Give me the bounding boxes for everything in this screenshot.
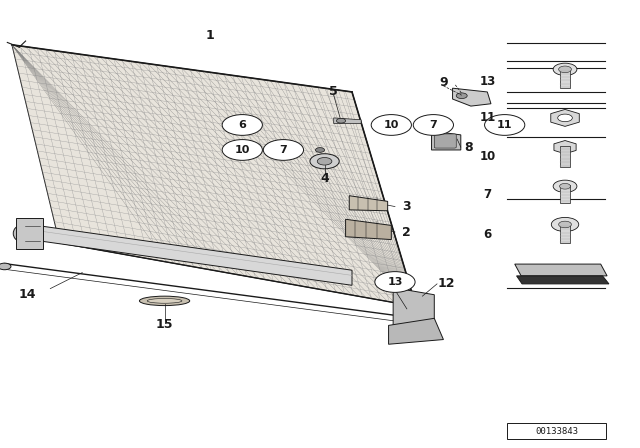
FancyBboxPatch shape (435, 134, 456, 148)
Text: 15: 15 (156, 318, 173, 331)
Polygon shape (333, 118, 361, 124)
Text: 2: 2 (403, 225, 412, 238)
Bar (560, 224, 570, 243)
Circle shape (484, 115, 525, 135)
Bar (560, 69, 570, 88)
Circle shape (222, 115, 262, 135)
Ellipse shape (13, 226, 27, 241)
Polygon shape (554, 141, 576, 154)
Circle shape (317, 158, 332, 165)
Polygon shape (12, 45, 416, 306)
Text: 7: 7 (429, 120, 437, 130)
Circle shape (559, 66, 572, 73)
Text: 13: 13 (479, 75, 495, 88)
Text: 6: 6 (238, 120, 246, 130)
Text: 7: 7 (280, 145, 287, 155)
Text: 1: 1 (206, 29, 214, 42)
Text: 9: 9 (439, 76, 448, 89)
Polygon shape (515, 264, 607, 276)
Text: 3: 3 (403, 200, 411, 213)
Text: 10: 10 (235, 145, 250, 155)
Circle shape (557, 114, 572, 122)
Text: 8: 8 (464, 141, 472, 154)
Polygon shape (516, 276, 609, 284)
Circle shape (0, 263, 11, 270)
Ellipse shape (140, 296, 189, 306)
Polygon shape (346, 219, 391, 240)
Circle shape (316, 147, 324, 152)
Circle shape (337, 118, 346, 123)
Text: 10: 10 (383, 120, 399, 130)
Circle shape (310, 154, 339, 169)
Bar (560, 185, 570, 203)
Text: 11: 11 (479, 112, 495, 125)
Circle shape (456, 93, 467, 99)
Text: 7: 7 (483, 188, 492, 201)
Circle shape (559, 183, 570, 189)
FancyBboxPatch shape (508, 423, 606, 439)
Circle shape (551, 217, 579, 232)
Polygon shape (393, 288, 435, 340)
Text: 10: 10 (479, 150, 495, 163)
Ellipse shape (147, 298, 182, 303)
Text: 4: 4 (320, 172, 329, 185)
Circle shape (401, 316, 413, 323)
Circle shape (553, 63, 577, 75)
Circle shape (263, 140, 303, 160)
Text: 14: 14 (19, 288, 36, 301)
Polygon shape (17, 218, 43, 249)
Polygon shape (349, 196, 388, 211)
Text: 5: 5 (330, 86, 338, 99)
Polygon shape (388, 319, 444, 344)
Circle shape (222, 140, 262, 160)
Polygon shape (551, 109, 579, 126)
Text: 12: 12 (437, 277, 455, 290)
Circle shape (375, 271, 415, 293)
Circle shape (559, 221, 572, 228)
Circle shape (413, 115, 454, 135)
Polygon shape (452, 88, 491, 106)
Text: 11: 11 (497, 120, 513, 130)
Circle shape (371, 115, 412, 135)
Text: 13: 13 (387, 277, 403, 287)
Bar (560, 146, 570, 167)
Text: 6: 6 (483, 228, 492, 241)
Polygon shape (20, 223, 352, 285)
Text: 00133843: 00133843 (535, 426, 579, 435)
Circle shape (553, 180, 577, 192)
Polygon shape (431, 131, 461, 150)
